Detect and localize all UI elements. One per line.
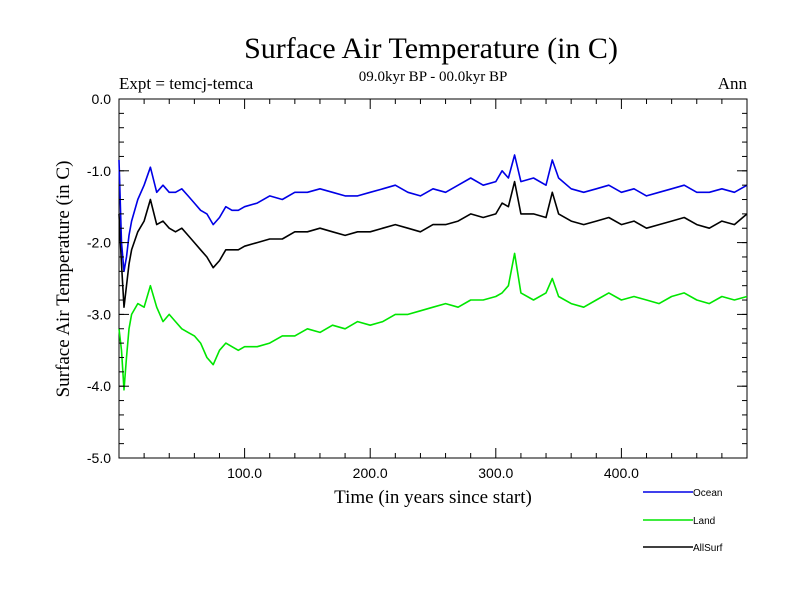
series-layer bbox=[118, 154, 748, 391]
series-line-ocean bbox=[118, 154, 748, 273]
legend: Ocean Land AllSurf bbox=[643, 488, 723, 554]
y-axis: 0.0 -1.0 -2.0 -3.0 -4.0 -5.0 bbox=[87, 91, 747, 466]
legend-label-allsurf: AllSurf bbox=[693, 543, 723, 554]
plot-area bbox=[118, 98, 748, 459]
plot-frame bbox=[118, 98, 748, 459]
chart-subtitle: 09.0kyr BP - 00.0kyr BP bbox=[359, 69, 508, 85]
legend-label-land: Land bbox=[693, 516, 715, 527]
x-tick-label: 300.0 bbox=[478, 465, 513, 481]
y-tick-label: -3.0 bbox=[87, 306, 111, 322]
x-tick-label: 200.0 bbox=[353, 465, 388, 481]
x-axis-label: Time (in years since start) bbox=[334, 487, 532, 508]
series-line-land bbox=[118, 252, 748, 391]
series-line-allsurf bbox=[118, 180, 748, 309]
season-label: Ann bbox=[718, 74, 748, 93]
x-tick-label: 400.0 bbox=[604, 465, 639, 481]
y-tick-label: -4.0 bbox=[87, 378, 111, 394]
x-tick-label: 100.0 bbox=[227, 465, 262, 481]
experiment-label: Expt = temcj-temca bbox=[119, 74, 254, 93]
chart-title: Surface Air Temperature (in C) bbox=[244, 32, 618, 65]
y-tick-label: -2.0 bbox=[87, 235, 111, 251]
y-axis-label: Surface Air Temperature (in C) bbox=[53, 161, 74, 398]
y-tick-label: 0.0 bbox=[92, 91, 112, 107]
x-axis: 100.0 200.0 300.0 400.0 bbox=[143, 99, 723, 481]
legend-label-ocean: Ocean bbox=[693, 488, 722, 499]
y-tick-label: -5.0 bbox=[87, 450, 111, 466]
y-tick-label: -1.0 bbox=[87, 163, 111, 179]
